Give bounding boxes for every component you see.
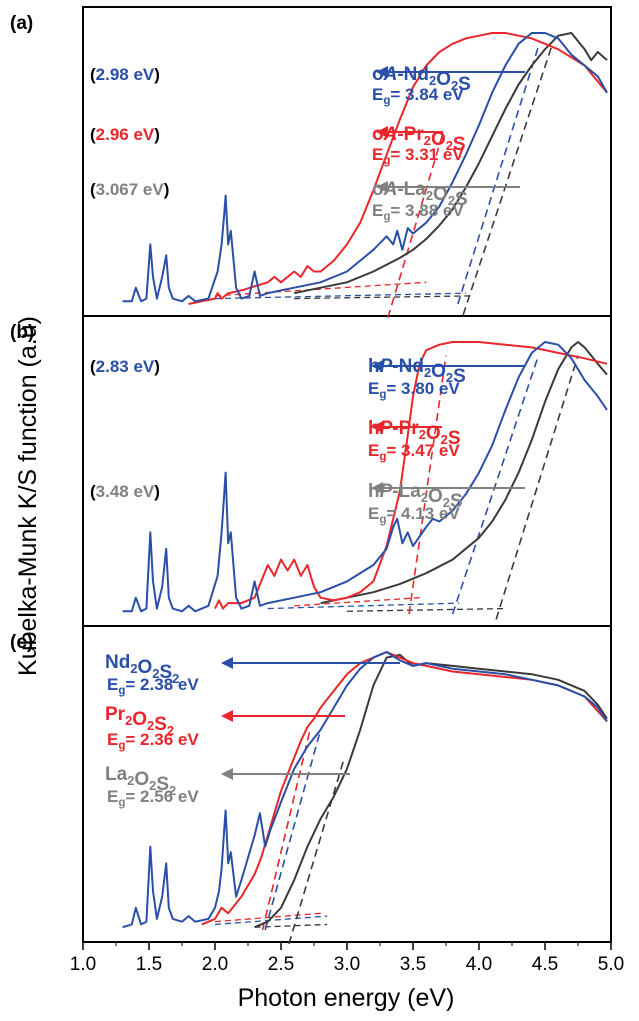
x-tick-label: 4.5 xyxy=(532,954,558,975)
tangent-fit-line xyxy=(288,757,346,945)
series-line-la xyxy=(320,341,608,605)
arrow-head-icon xyxy=(371,360,383,372)
x-axis: 1.0 1.5 2.0 2.5 3.0 3.5 4.0 4.5 5.0 xyxy=(70,942,624,975)
tangent-fit-line xyxy=(462,46,553,316)
tangent-fit-line xyxy=(408,355,447,615)
bandgap-label: Eg= 3.88 eV xyxy=(372,201,464,223)
series-line-nd xyxy=(122,651,608,929)
series-line-la xyxy=(293,32,608,295)
series-line-nd xyxy=(122,341,608,613)
bandgap-label: Eg= 3.31 eV xyxy=(372,145,464,167)
secondary-gap-label: (3.48 eV) xyxy=(90,482,160,501)
bandgap-label: Eg= 2.38 eV xyxy=(107,675,199,697)
arrow-head-icon xyxy=(376,66,388,78)
compound-label: hP-La2O2S xyxy=(368,481,463,512)
compound-label: La2O2S2 xyxy=(105,764,176,798)
panel-label: (c) xyxy=(10,632,33,653)
secondary-gap-label: (2.96 eV) xyxy=(90,125,160,144)
tangent-fit-line xyxy=(495,355,579,620)
tangent-fit-line xyxy=(264,729,322,931)
tangent-fit-line xyxy=(457,46,540,305)
tangent-fit-line xyxy=(261,729,311,931)
arrow-head-icon xyxy=(221,768,233,780)
arrow-head-icon xyxy=(371,421,383,433)
panel-label: (b) xyxy=(10,322,34,343)
bandgap-label: Eg= 4.13 eV xyxy=(368,504,460,526)
series-line-la xyxy=(254,653,608,929)
series-line-pr xyxy=(201,651,608,926)
arrow-head-icon xyxy=(371,482,383,494)
baseline-fit-line xyxy=(214,292,466,300)
panel-frame xyxy=(82,6,612,317)
bandgap-label: Eg= 3.80 eV xyxy=(368,379,460,401)
arrow-head-icon xyxy=(376,181,388,193)
x-tick-label: 2.0 xyxy=(202,954,228,975)
secondary-gap-label: (2.83 eV) xyxy=(90,357,160,376)
x-tick-label: 4.0 xyxy=(466,954,492,975)
bandgap-label: Eg= 2.36 eV xyxy=(107,730,199,752)
bandgap-label: Eg= 3.47 eV xyxy=(368,441,460,463)
x-axis-title: Photon energy (eV) xyxy=(238,984,455,1012)
x-tick-label: 3.5 xyxy=(400,954,426,975)
x-tick-label: 3.0 xyxy=(334,954,360,975)
x-tick-label: 5.0 xyxy=(598,954,624,975)
baseline-fit-line xyxy=(346,607,506,612)
baseline-fit-line xyxy=(267,602,460,610)
series-layer xyxy=(122,32,608,945)
secondary-gap-label: (3.067 eV) xyxy=(90,180,169,199)
compound-label: oA-Pr2O2S xyxy=(372,124,466,155)
tangent-fit-line xyxy=(451,355,540,615)
arrow-head-icon xyxy=(221,710,233,722)
tangent-fit-line xyxy=(387,135,443,318)
compound-label: oA-La2O2S xyxy=(372,179,468,210)
secondary-gap-label: (2.98 eV) xyxy=(90,65,160,84)
series-line-pr xyxy=(214,341,608,610)
bandgap-label: Eg= 3.84 eV xyxy=(372,85,464,107)
panel-label: (a) xyxy=(10,13,33,34)
compound-label: Nd2O2S2 xyxy=(105,652,179,686)
x-tick-label: 1.0 xyxy=(70,954,96,975)
x-tick-label: 1.5 xyxy=(136,954,162,975)
bandgap-label: Eg= 2.56 eV xyxy=(107,787,199,809)
y-axis-title: Kubelka-Munk K/S function (a.u) xyxy=(14,316,42,676)
arrow-head-icon xyxy=(376,126,388,138)
baseline-fit-line xyxy=(214,915,328,926)
baseline-fit-line xyxy=(294,597,420,607)
x-tick-label: 2.5 xyxy=(268,954,294,975)
arrow-head-icon xyxy=(221,657,233,669)
compound-label: Pr2O2S2 xyxy=(105,704,174,738)
baseline-fit-line xyxy=(214,912,321,923)
series-line-nd xyxy=(122,32,608,303)
series-line-pr xyxy=(188,32,608,305)
